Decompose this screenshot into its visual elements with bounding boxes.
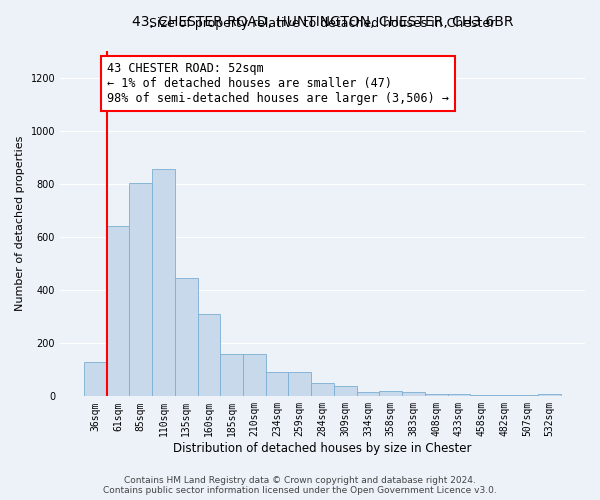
Bar <box>175 278 197 396</box>
Bar <box>289 372 311 396</box>
Bar <box>84 362 107 396</box>
Bar <box>538 394 561 396</box>
Bar <box>197 314 220 396</box>
Bar <box>334 386 356 396</box>
Title: 43, CHESTER ROAD, HUNTINGTON, CHESTER, CH3 6BR: 43, CHESTER ROAD, HUNTINGTON, CHESTER, C… <box>132 15 513 29</box>
Bar <box>470 395 493 396</box>
Bar <box>493 395 515 396</box>
Bar <box>311 383 334 396</box>
Bar <box>152 170 175 396</box>
X-axis label: Distribution of detached houses by size in Chester: Distribution of detached houses by size … <box>173 442 472 455</box>
Bar <box>379 391 402 396</box>
Bar <box>515 395 538 396</box>
Bar <box>220 354 243 397</box>
Text: 43 CHESTER ROAD: 52sqm
← 1% of detached houses are smaller (47)
98% of semi-deta: 43 CHESTER ROAD: 52sqm ← 1% of detached … <box>107 62 449 104</box>
Bar <box>266 372 289 396</box>
Bar <box>356 392 379 396</box>
Bar <box>402 392 425 396</box>
Bar <box>425 394 448 396</box>
Text: Size of property relative to detached houses in Chester: Size of property relative to detached ho… <box>149 18 496 30</box>
Bar <box>130 182 152 396</box>
Bar <box>243 354 266 397</box>
Y-axis label: Number of detached properties: Number of detached properties <box>15 136 25 312</box>
Bar <box>448 394 470 396</box>
Bar <box>107 226 130 396</box>
Text: Contains HM Land Registry data © Crown copyright and database right 2024.
Contai: Contains HM Land Registry data © Crown c… <box>103 476 497 495</box>
